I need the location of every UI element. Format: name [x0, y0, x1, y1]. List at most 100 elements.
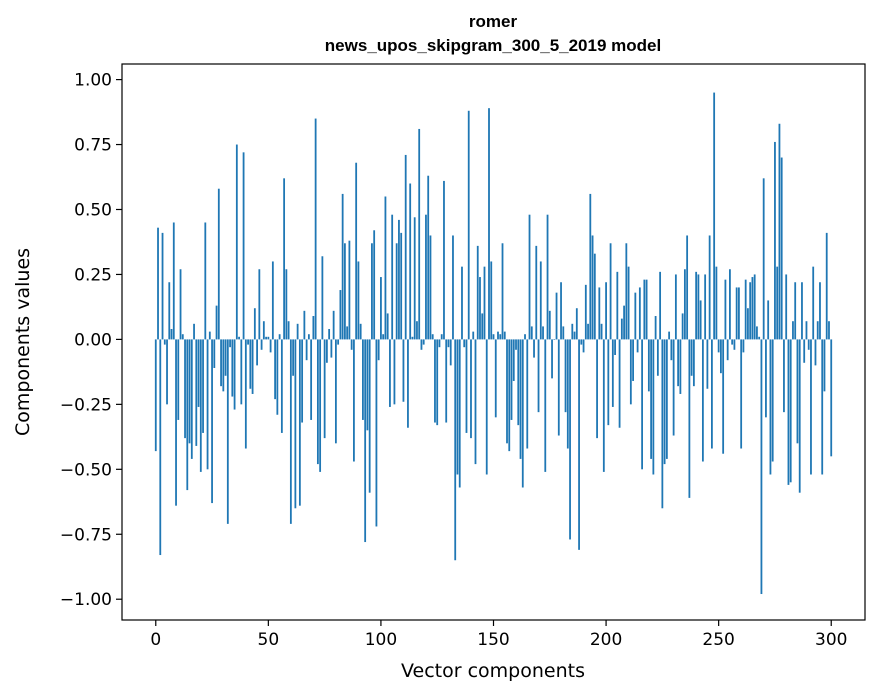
bar — [314, 118, 317, 340]
bar — [479, 277, 481, 340]
bar — [159, 339, 162, 556]
bar — [235, 144, 238, 340]
bar — [285, 269, 288, 340]
bar — [641, 339, 643, 470]
bar — [582, 339, 585, 353]
bar — [344, 243, 346, 340]
bar — [350, 339, 353, 350]
bar — [715, 266, 718, 340]
bar — [483, 266, 486, 340]
bar — [783, 339, 785, 413]
bar — [792, 321, 794, 340]
bar — [303, 310, 306, 340]
bar — [301, 339, 304, 423]
y-axis-label: Components values — [12, 248, 34, 436]
x-tick-label: 50 — [258, 630, 280, 650]
bar — [623, 305, 625, 340]
bar — [830, 339, 833, 457]
bar — [256, 339, 258, 366]
bar — [253, 308, 256, 340]
bars-group — [154, 92, 833, 595]
bar — [393, 339, 396, 405]
bar — [670, 339, 673, 361]
bar — [395, 243, 398, 340]
bar — [821, 339, 824, 475]
bar — [747, 308, 749, 340]
bar — [584, 284, 587, 340]
bar — [807, 339, 810, 350]
bar — [188, 339, 191, 444]
bar — [325, 339, 328, 363]
bar — [796, 339, 799, 444]
bar — [742, 339, 745, 353]
bar — [348, 240, 351, 340]
bar — [296, 323, 299, 340]
bar — [494, 339, 497, 418]
bar — [661, 339, 664, 509]
bar — [380, 277, 382, 340]
bar — [402, 339, 405, 402]
bar — [609, 243, 612, 340]
bar — [674, 274, 677, 340]
bar — [170, 329, 173, 340]
bar — [521, 339, 524, 488]
bar — [555, 292, 558, 340]
bar — [798, 339, 801, 493]
bar — [391, 214, 394, 340]
bar — [353, 339, 355, 462]
bar — [260, 339, 263, 350]
bar — [425, 214, 427, 340]
bar — [692, 339, 695, 387]
bar — [386, 313, 389, 340]
bar — [578, 339, 580, 550]
bar — [503, 331, 506, 340]
bar — [575, 308, 578, 340]
bar — [704, 274, 707, 340]
bar — [177, 339, 180, 420]
bar — [499, 334, 502, 340]
bar — [202, 339, 204, 433]
x-tick-label: 300 — [815, 630, 847, 650]
bar — [654, 316, 657, 340]
bar — [816, 321, 819, 340]
bar — [217, 188, 220, 340]
bar — [598, 287, 601, 340]
y-tick-label: −1.00 — [60, 590, 112, 610]
bar — [794, 282, 797, 340]
x-tick-label: 150 — [477, 630, 509, 650]
bar — [695, 271, 698, 340]
bar — [422, 339, 425, 345]
bar — [814, 339, 817, 366]
bar — [510, 339, 513, 420]
bar — [812, 266, 815, 340]
bar — [294, 339, 297, 509]
bar — [724, 279, 727, 340]
bar — [726, 339, 729, 361]
bar — [447, 339, 450, 348]
bar — [206, 339, 209, 470]
bar — [224, 339, 227, 376]
bar — [163, 339, 166, 345]
bar — [346, 326, 349, 340]
bar — [602, 339, 605, 472]
bar — [416, 321, 418, 340]
bar — [497, 331, 499, 340]
bar — [551, 339, 553, 379]
bar — [688, 339, 691, 498]
bar — [274, 339, 276, 400]
bar — [638, 287, 641, 340]
bar — [467, 110, 470, 340]
x-tick-label: 200 — [590, 630, 622, 650]
bar — [278, 334, 281, 340]
bar — [262, 321, 265, 340]
bar — [593, 253, 596, 340]
bar — [449, 339, 452, 366]
bar — [238, 336, 240, 340]
bar — [398, 219, 400, 340]
bar — [382, 334, 385, 340]
x-tick-label: 100 — [365, 630, 397, 650]
bar — [515, 339, 517, 350]
bar — [506, 339, 508, 444]
bar — [186, 339, 189, 491]
bar — [663, 339, 666, 465]
